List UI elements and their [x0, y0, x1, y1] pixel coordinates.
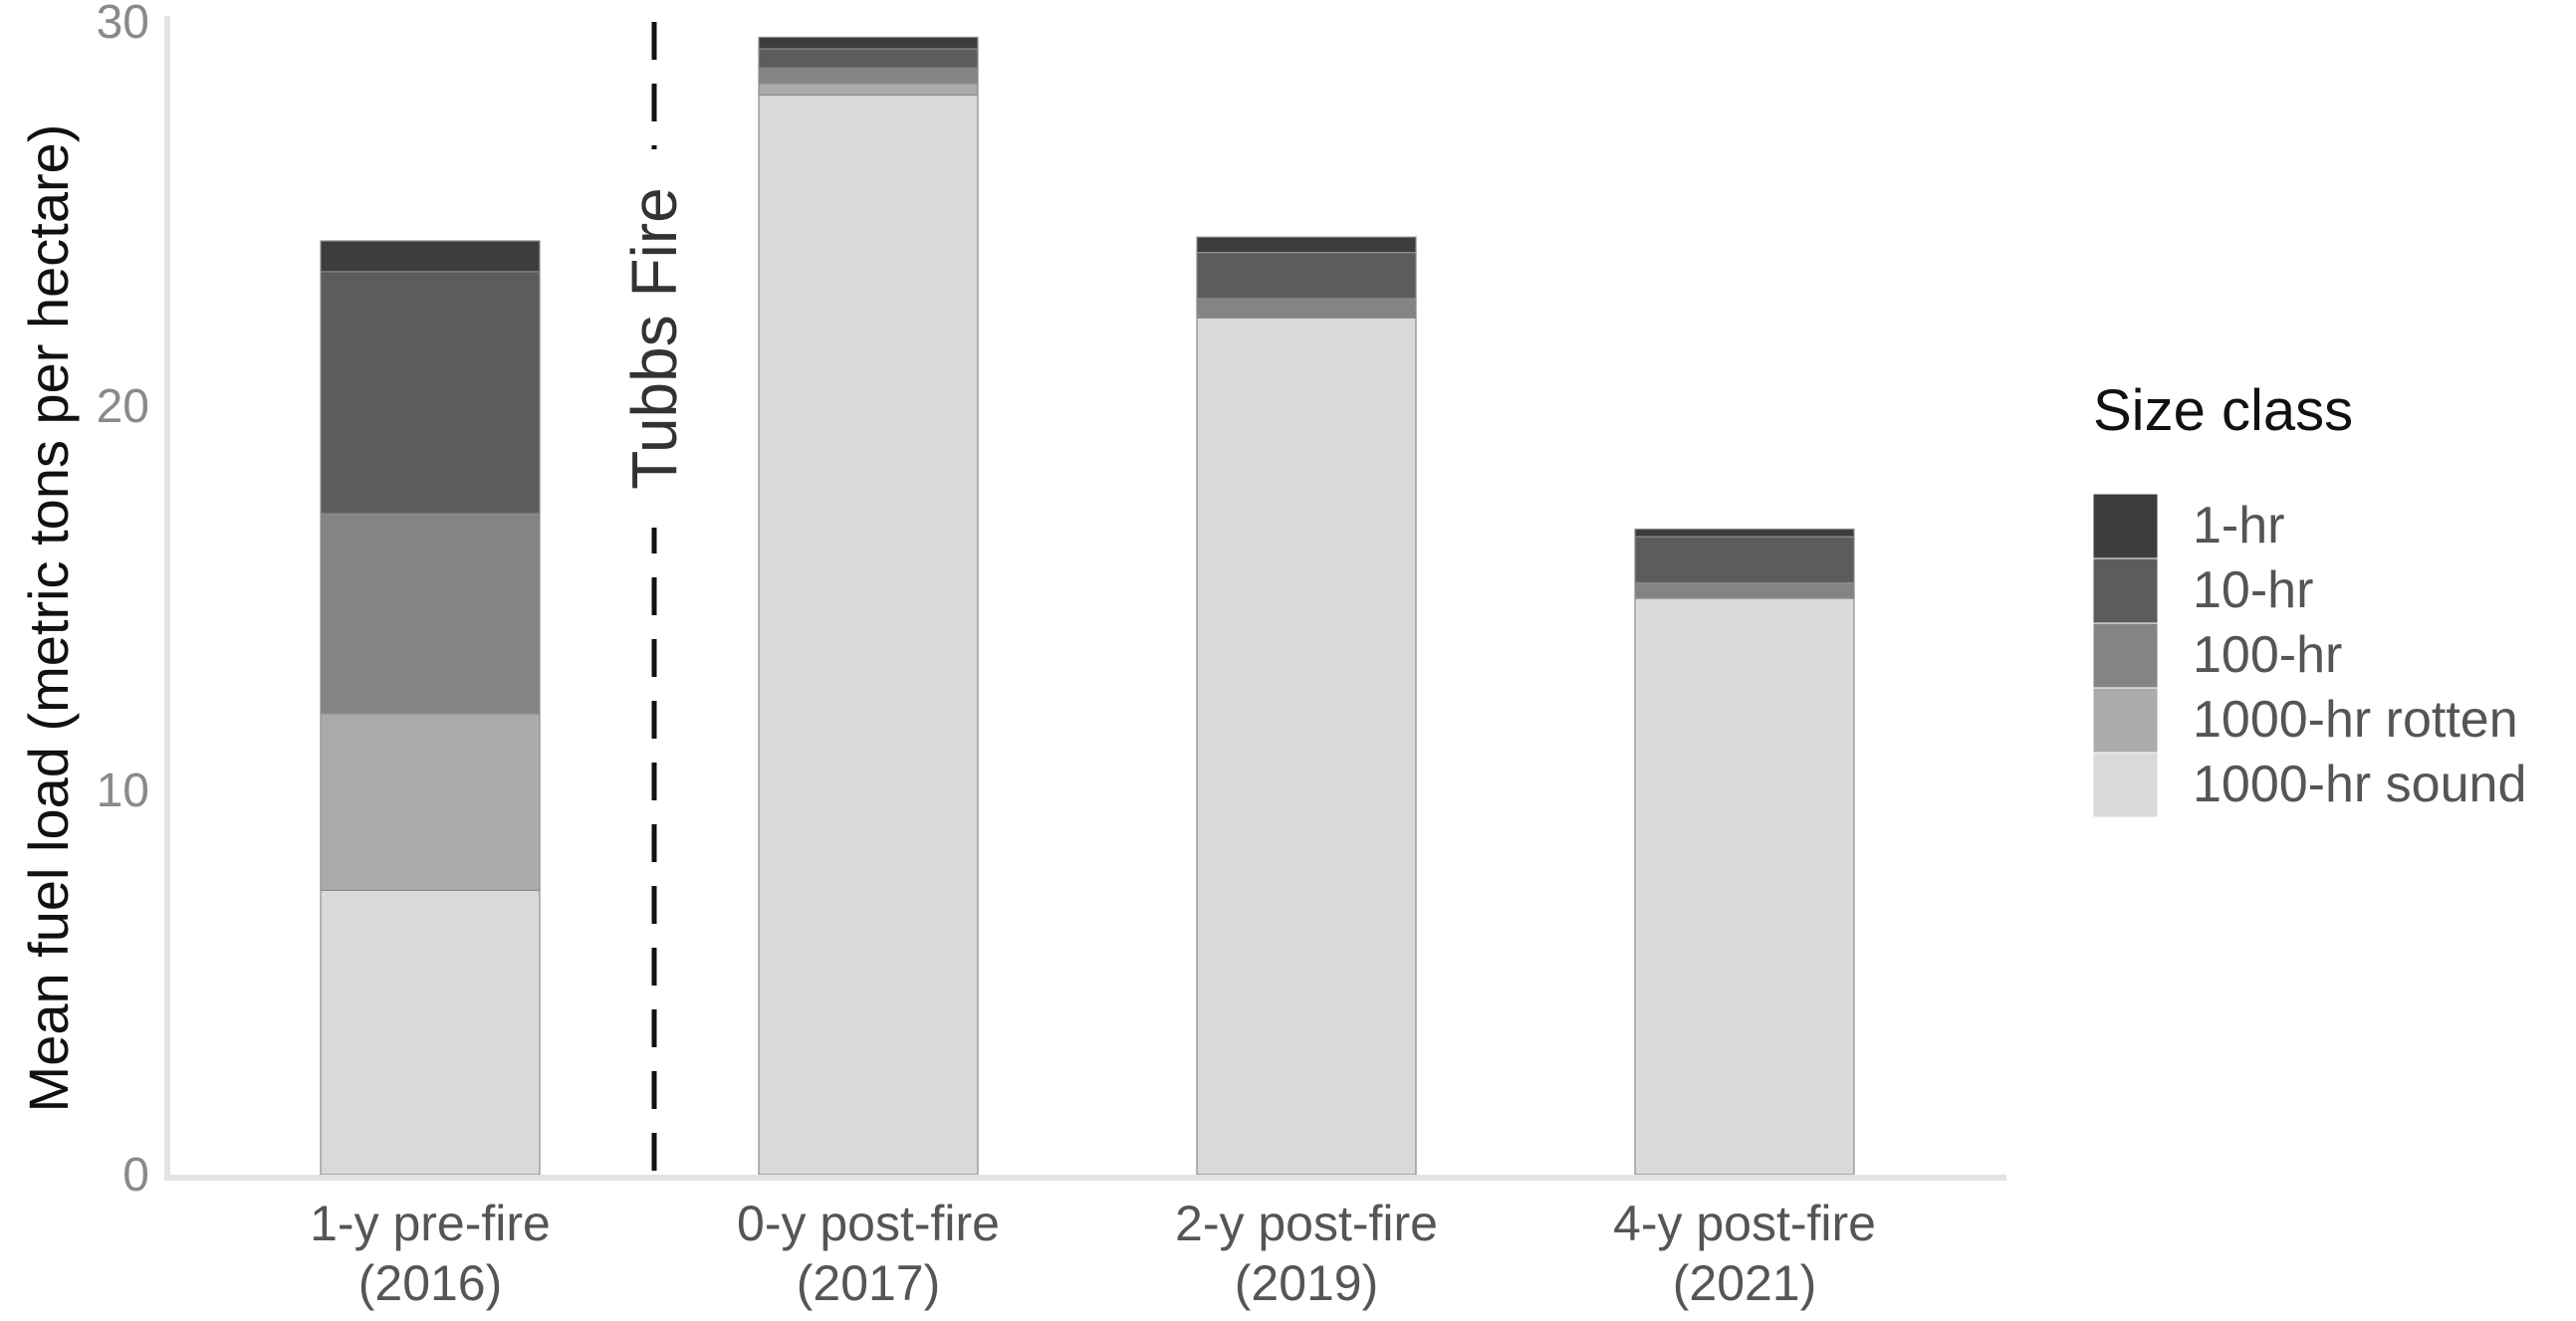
bar-segment: [758, 36, 979, 50]
x-tick-label: (2016): [358, 1255, 503, 1311]
fire-label-background: [620, 149, 688, 528]
bars: [320, 36, 1855, 1176]
legend-label: 1000-hr rotten: [2193, 691, 2518, 749]
bar-segment: [758, 83, 979, 96]
legend-swatch: [2092, 493, 2159, 559]
y-tick-label: 20: [97, 380, 149, 433]
legend-swatch: [2092, 752, 2159, 818]
bar-segment: [1196, 298, 1417, 319]
x-tick-label: (2021): [1673, 1255, 1817, 1311]
x-tick-label: 2-y post-fire: [1175, 1196, 1438, 1251]
legend-label: 1-hr: [2193, 497, 2284, 554]
x-tick-label: 1-y pre-fire: [310, 1196, 551, 1251]
bar-segment: [320, 271, 541, 515]
legend-label: 100-hr: [2193, 626, 2342, 684]
bar-segment: [1634, 597, 1855, 1176]
legend-swatch: [2092, 557, 2159, 624]
x-axis: 1-y pre-fire(2016) 0-y post-fire(2017) 2-y…: [167, 1175, 2006, 1311]
bar-segment: [1634, 528, 1855, 538]
bar-segment: [1634, 536, 1855, 584]
y-tick-label: 30: [97, 0, 149, 49]
bar-segment: [320, 240, 541, 273]
bar-segment: [320, 513, 541, 715]
bar-segment: [1196, 236, 1417, 254]
y-axis: 0 10 20 30 Mean fuel load (metric tons per h…: [17, 0, 170, 1202]
y-axis-title: Mean fuel load (metric tons per hectare): [17, 124, 80, 1113]
legend-swatch: [2092, 687, 2159, 754]
legend: Size class 1-hr 10-hr 100-hr 1000-hr rotten 1…: [2092, 378, 2526, 818]
bar-segment: [1196, 252, 1417, 300]
fire-label: Tubbs Fire: [618, 187, 690, 490]
bar-segment: [320, 889, 541, 1176]
bar-segment: [1634, 581, 1855, 599]
fire-annotation: Tubbs Fire: [618, 22, 690, 1175]
bar-segment: [758, 48, 979, 69]
legend-label: 10-hr: [2193, 561, 2313, 619]
x-tick-label: 0-y post-fire: [737, 1196, 1000, 1251]
bar-segment: [320, 713, 541, 891]
legend-swatch: [2092, 622, 2159, 689]
bar-segment: [758, 94, 979, 1176]
bar-segment: [1196, 317, 1417, 1176]
bar-segment: [758, 67, 979, 85]
x-tick-label: (2019): [1235, 1255, 1379, 1311]
y-tick-label: 0: [122, 1149, 149, 1202]
y-tick-label: 10: [97, 765, 149, 817]
legend-label: 1000-hr sound: [2193, 756, 2526, 813]
x-tick-label: 4-y post-fire: [1613, 1196, 1876, 1251]
x-tick-label: (2017): [797, 1255, 941, 1311]
legend-title: Size class: [2093, 378, 2353, 443]
